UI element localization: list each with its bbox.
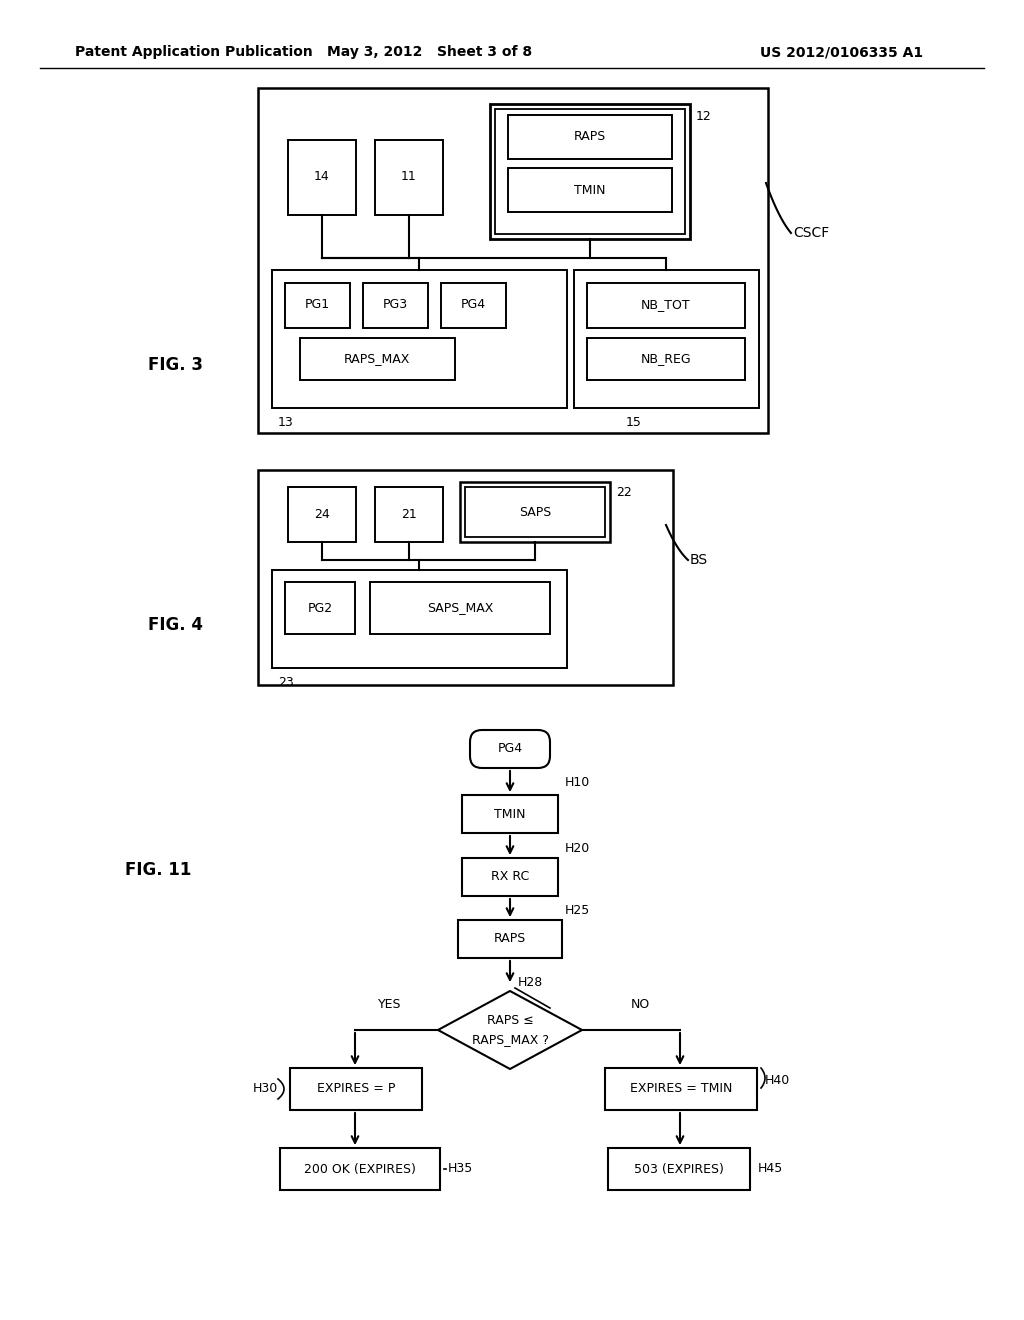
Text: H45: H45 — [758, 1163, 783, 1176]
Polygon shape — [438, 991, 582, 1069]
Bar — [272, 271, 567, 408]
Text: SAPS: SAPS — [519, 506, 551, 519]
Bar — [490, 104, 690, 239]
Bar — [508, 115, 672, 158]
Bar — [587, 282, 745, 327]
Bar — [574, 271, 759, 408]
Bar — [375, 487, 443, 543]
Bar — [587, 338, 745, 380]
Text: 11: 11 — [401, 170, 417, 183]
Text: 503 (EXPIRES): 503 (EXPIRES) — [634, 1163, 724, 1176]
Text: SAPS_MAX: SAPS_MAX — [427, 602, 494, 615]
Text: 15: 15 — [626, 416, 642, 429]
Text: H35: H35 — [449, 1163, 473, 1176]
Bar — [288, 140, 356, 215]
Bar — [508, 168, 672, 213]
Text: H20: H20 — [565, 842, 590, 854]
Bar — [258, 88, 768, 433]
Text: 21: 21 — [401, 507, 417, 520]
Bar — [462, 795, 558, 833]
Text: May 3, 2012   Sheet 3 of 8: May 3, 2012 Sheet 3 of 8 — [328, 45, 532, 59]
Bar — [285, 582, 355, 634]
Bar — [608, 1148, 750, 1191]
Text: FIG. 11: FIG. 11 — [125, 861, 191, 879]
Bar — [465, 487, 605, 537]
Text: RAPS_MAX: RAPS_MAX — [344, 352, 411, 366]
Text: RAPS ≤: RAPS ≤ — [486, 1014, 534, 1027]
Bar — [272, 570, 567, 668]
Text: TMIN: TMIN — [495, 808, 525, 821]
Bar — [375, 140, 443, 215]
Bar — [300, 338, 455, 380]
Bar — [495, 110, 685, 234]
Text: NB_REG: NB_REG — [641, 352, 691, 366]
Text: RX RC: RX RC — [490, 870, 529, 883]
Text: EXPIRES = TMIN: EXPIRES = TMIN — [630, 1082, 732, 1096]
Bar — [605, 1068, 757, 1110]
Bar — [285, 282, 350, 327]
Text: 24: 24 — [314, 507, 330, 520]
Bar — [370, 582, 550, 634]
Text: 12: 12 — [696, 110, 712, 123]
Text: PG4: PG4 — [498, 742, 522, 755]
Text: RAPS_MAX ?: RAPS_MAX ? — [471, 1034, 549, 1047]
Text: BS: BS — [690, 553, 709, 568]
Text: PG2: PG2 — [307, 602, 333, 615]
FancyBboxPatch shape — [470, 730, 550, 768]
Text: H28: H28 — [518, 977, 544, 990]
Text: H25: H25 — [565, 904, 590, 917]
Text: YES: YES — [378, 998, 401, 1011]
Text: FIG. 4: FIG. 4 — [148, 616, 203, 634]
Text: H40: H40 — [765, 1073, 791, 1086]
Text: FIG. 3: FIG. 3 — [148, 356, 203, 374]
Text: H10: H10 — [565, 776, 590, 789]
Text: 200 OK (EXPIRES): 200 OK (EXPIRES) — [304, 1163, 416, 1176]
Text: Patent Application Publication: Patent Application Publication — [75, 45, 312, 59]
Text: 22: 22 — [616, 486, 632, 499]
Text: TMIN: TMIN — [574, 183, 606, 197]
Bar — [290, 1068, 422, 1110]
Text: EXPIRES = P: EXPIRES = P — [316, 1082, 395, 1096]
Text: US 2012/0106335 A1: US 2012/0106335 A1 — [760, 45, 923, 59]
Bar — [462, 858, 558, 896]
Text: RAPS: RAPS — [494, 932, 526, 945]
Bar — [441, 282, 506, 327]
Text: 13: 13 — [279, 416, 294, 429]
Text: NB_TOT: NB_TOT — [641, 298, 691, 312]
Text: CSCF: CSCF — [793, 226, 829, 240]
Bar — [458, 920, 562, 958]
Text: H30: H30 — [253, 1082, 278, 1096]
Text: PG4: PG4 — [461, 298, 485, 312]
Bar — [258, 470, 673, 685]
Text: PG1: PG1 — [304, 298, 330, 312]
Text: 23: 23 — [279, 676, 294, 689]
Bar — [460, 482, 610, 543]
Bar — [280, 1148, 440, 1191]
Text: NO: NO — [631, 998, 649, 1011]
Text: 14: 14 — [314, 170, 330, 183]
Text: PG3: PG3 — [382, 298, 408, 312]
Text: RAPS: RAPS — [573, 131, 606, 144]
Bar — [288, 487, 356, 543]
Bar — [362, 282, 428, 327]
